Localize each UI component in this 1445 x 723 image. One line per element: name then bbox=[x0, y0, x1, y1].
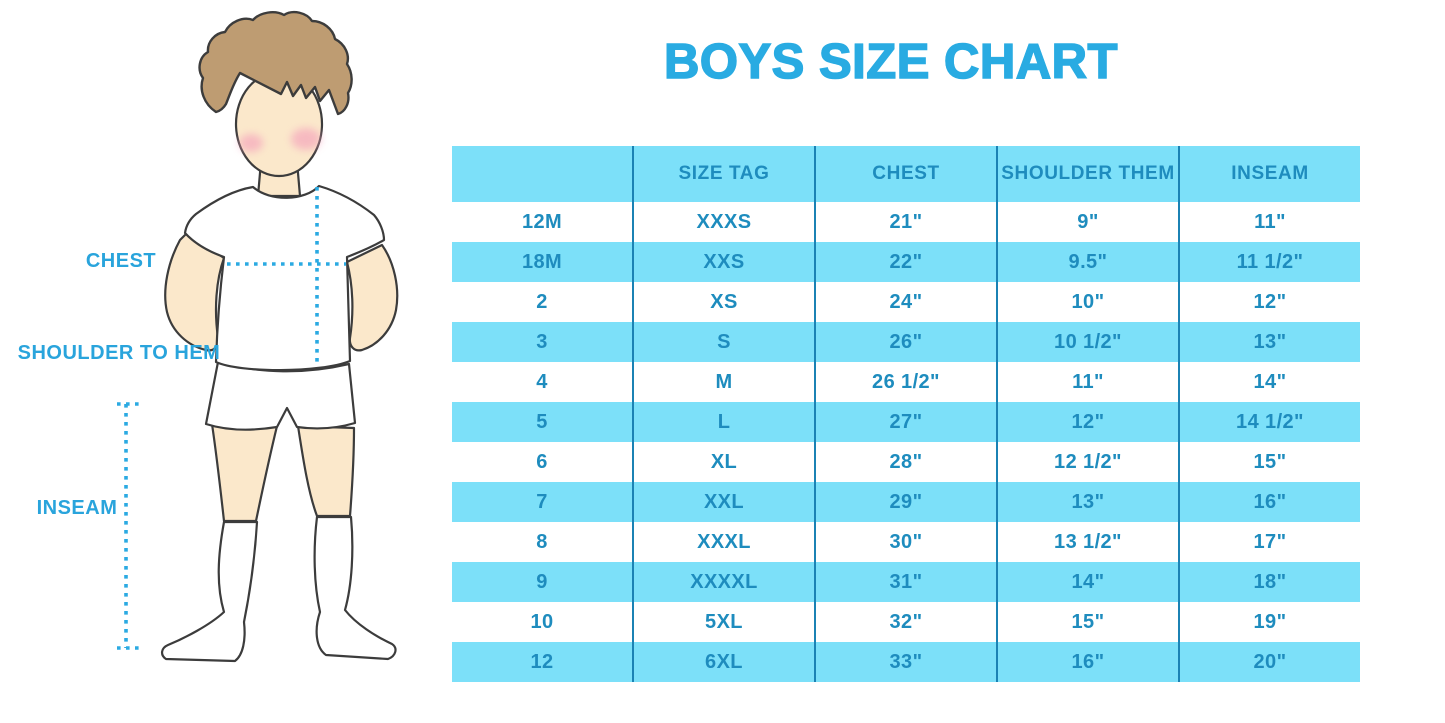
shoulder-to-hem-label: SHOULDER TO HEM bbox=[18, 342, 221, 364]
table-cell-chest: 24" bbox=[814, 282, 996, 322]
table-cell-inseam: 17" bbox=[1178, 522, 1360, 562]
chest-label: CHEST bbox=[86, 250, 156, 272]
table-cell-tag: L bbox=[632, 402, 814, 442]
table-row: 12M XXXS 21" 9" 11" bbox=[452, 202, 1360, 242]
table-cell-tag: XS bbox=[632, 282, 814, 322]
table-header-cell-inseam: INSEAM bbox=[1178, 146, 1360, 202]
boy-left-cheek bbox=[239, 134, 263, 152]
table-cell-inseam: 19" bbox=[1178, 602, 1360, 642]
table-cell-shoulder: 13" bbox=[996, 482, 1178, 522]
table-row: 6 XL 28" 12 1/2" 15" bbox=[452, 442, 1360, 482]
table-cell-shoulder: 10" bbox=[996, 282, 1178, 322]
table-header-row: SIZE TAG CHEST SHOULDER THEM INSEAM bbox=[452, 146, 1360, 202]
table-cell-tag: 6XL bbox=[632, 642, 814, 682]
table-row: 3 S 26" 10 1/2" 13" bbox=[452, 322, 1360, 362]
boy-shorts bbox=[204, 360, 357, 431]
boy-right-leg bbox=[296, 424, 356, 518]
table-cell-chest: 30" bbox=[814, 522, 996, 562]
table-cell-inseam: 14" bbox=[1178, 362, 1360, 402]
table-cell-shoulder: 15" bbox=[996, 602, 1178, 642]
table-cell-inseam: 18" bbox=[1178, 562, 1360, 602]
table-cell-size: 7 bbox=[536, 490, 548, 513]
table-header-cell-size-tag: SIZE TAG bbox=[632, 146, 814, 202]
table-row: 2 XS 24" 10" 12" bbox=[452, 282, 1360, 322]
table-cell-chest: 28" bbox=[814, 442, 996, 482]
table-cell-size: 9 bbox=[536, 570, 548, 593]
table-cell-inseam: 15" bbox=[1178, 442, 1360, 482]
table-cell-tag: XXS bbox=[632, 242, 814, 282]
table-row: 7 XXL 29" 13" 16" bbox=[452, 482, 1360, 522]
table-cell-tag: XXXS bbox=[632, 202, 814, 242]
table-cell-size: 6 bbox=[536, 450, 548, 473]
table-cell-tag: XXXL bbox=[632, 522, 814, 562]
table-cell-tag: XXXXL bbox=[632, 562, 814, 602]
table-cell-size: 12M bbox=[521, 210, 563, 233]
table-cell-chest: 26 1/2" bbox=[814, 362, 996, 402]
table-cell-tag: M bbox=[632, 362, 814, 402]
table-cell-chest: 31" bbox=[814, 562, 996, 602]
table-cell-chest: 26" bbox=[814, 322, 996, 362]
table-cell-shoulder: 12 1/2" bbox=[996, 442, 1178, 482]
table-cell-chest: 21" bbox=[814, 202, 996, 242]
table-cell-shoulder: 9" bbox=[996, 202, 1178, 242]
table-cell-inseam: 16" bbox=[1178, 482, 1360, 522]
table-cell-size: 2 bbox=[536, 290, 548, 313]
table-cell-inseam: 11" bbox=[1178, 202, 1360, 242]
table-cell-chest: 33" bbox=[814, 642, 996, 682]
table-cell-inseam: 12" bbox=[1178, 282, 1360, 322]
table-header-cell-shoulder: SHOULDER THEM bbox=[996, 146, 1178, 202]
table-cell-size: 5 bbox=[536, 410, 548, 433]
table-row: 10 5XL 32" 15" 19" bbox=[452, 602, 1360, 642]
table-row: 12 6XL 33" 16" 20" bbox=[452, 642, 1360, 682]
table-cell-size: 4 bbox=[536, 370, 548, 393]
table-cell-chest: 27" bbox=[814, 402, 996, 442]
table-cell-tag: XXL bbox=[632, 482, 814, 522]
boy-left-leg bbox=[210, 422, 279, 523]
table-cell-shoulder: 10 1/2" bbox=[996, 322, 1178, 362]
table-header-cell-size bbox=[452, 146, 632, 202]
boy-right-sock bbox=[313, 515, 397, 661]
table-cell-shoulder: 16" bbox=[996, 642, 1178, 682]
table-cell-inseam: 20" bbox=[1178, 642, 1360, 682]
table-cell-inseam: 11 1/2" bbox=[1178, 242, 1360, 282]
table-cell-shoulder: 9.5" bbox=[996, 242, 1178, 282]
table-row: 18M XXS 22" 9.5" 11 1/2" bbox=[452, 242, 1360, 282]
boy-measurement-illustration: CHEST SHOULDER TO HEM INSEAM bbox=[18, 10, 399, 663]
boy-hair bbox=[198, 10, 353, 116]
table-cell-chest: 22" bbox=[814, 242, 996, 282]
table-header-cell-chest: CHEST bbox=[814, 146, 996, 202]
table-cell-chest: 32" bbox=[814, 602, 996, 642]
table-cell-shoulder: 14" bbox=[996, 562, 1178, 602]
boy-tshirt bbox=[183, 184, 386, 372]
table-cell-shoulder: 13 1/2" bbox=[996, 522, 1178, 562]
table-cell-size: 12 bbox=[530, 650, 554, 673]
table-cell-chest: 29" bbox=[814, 482, 996, 522]
table-cell-tag: 5XL bbox=[632, 602, 814, 642]
table-cell-size: 3 bbox=[536, 330, 548, 353]
table-row: 9 XXXXL 31" 14" 18" bbox=[452, 562, 1360, 602]
table-cell-tag: XL bbox=[632, 442, 814, 482]
boy-right-cheek bbox=[291, 128, 321, 150]
boy-right-arm bbox=[345, 243, 399, 352]
size-table: SIZE TAG CHEST SHOULDER THEM INSEAM 12M … bbox=[452, 146, 1360, 682]
table-cell-size: 18M bbox=[521, 250, 563, 273]
table-cell-size: 10 bbox=[530, 610, 554, 633]
table-cell-shoulder: 12" bbox=[996, 402, 1178, 442]
table-cell-size: 8 bbox=[536, 530, 548, 553]
table-row: 5 L 27" 12" 14 1/2" bbox=[452, 402, 1360, 442]
table-cell-shoulder: 11" bbox=[996, 362, 1178, 402]
table-row: 8 XXXL 30" 13 1/2" 17" bbox=[452, 522, 1360, 562]
table-cell-tag: S bbox=[632, 322, 814, 362]
boy-left-sock bbox=[161, 520, 259, 663]
table-row: 4 M 26 1/2" 11" 14" bbox=[452, 362, 1360, 402]
inseam-label: INSEAM bbox=[37, 497, 118, 519]
page-title: BOYS SIZE CHART bbox=[663, 34, 1118, 90]
table-cell-inseam: 13" bbox=[1178, 322, 1360, 362]
table-cell-inseam: 14 1/2" bbox=[1178, 402, 1360, 442]
